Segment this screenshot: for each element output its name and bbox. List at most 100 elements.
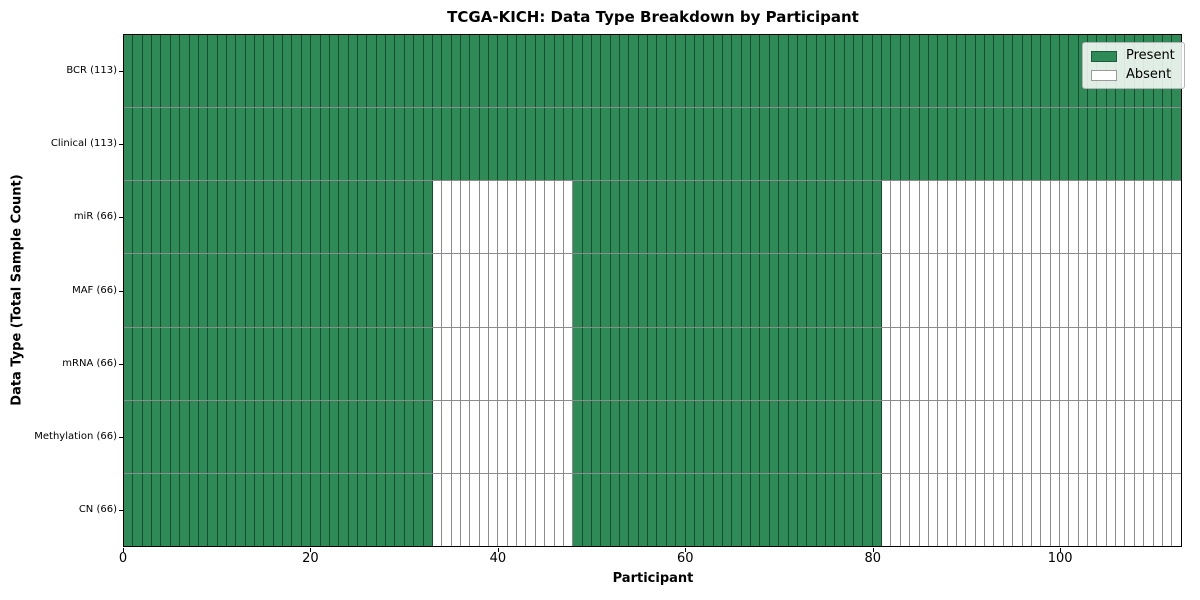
cell — [535, 254, 546, 327]
cell — [432, 35, 443, 108]
cell — [245, 108, 256, 181]
cell — [236, 400, 246, 473]
y-tick-mark — [119, 70, 123, 72]
x-tick-mark — [872, 548, 874, 552]
cell — [245, 35, 256, 108]
cell — [386, 181, 396, 254]
cell — [507, 473, 518, 546]
cell — [779, 108, 789, 181]
absent-swatch-icon — [1091, 69, 1117, 81]
cell — [1144, 473, 1154, 546]
cell — [985, 181, 995, 254]
cell — [694, 254, 705, 327]
cell — [423, 108, 433, 181]
cell — [1069, 108, 1079, 181]
cell — [273, 327, 284, 400]
cell — [825, 400, 836, 473]
cell — [161, 327, 171, 400]
cell — [301, 473, 312, 546]
cell — [1003, 473, 1014, 546]
cell — [882, 400, 892, 473]
cell — [891, 327, 901, 400]
cell — [198, 35, 209, 108]
cell — [956, 400, 967, 473]
cell — [910, 400, 920, 473]
cell — [180, 473, 190, 546]
cell — [357, 327, 368, 400]
cell — [545, 181, 555, 254]
cell — [825, 108, 836, 181]
cell — [1172, 254, 1181, 327]
cell — [152, 108, 162, 181]
cell — [816, 400, 826, 473]
cell — [460, 35, 471, 108]
cell — [975, 108, 986, 181]
cell — [1116, 327, 1126, 400]
cell — [479, 254, 490, 327]
cell — [1088, 327, 1098, 400]
cell — [1162, 400, 1173, 473]
cell — [1106, 108, 1117, 181]
cell — [124, 254, 134, 327]
cell — [751, 400, 761, 473]
cell — [985, 327, 995, 400]
cell — [769, 181, 780, 254]
cell — [975, 400, 986, 473]
cell — [573, 327, 583, 400]
cell — [451, 181, 461, 254]
heatmap-row-mRNA — [124, 327, 1181, 401]
cell — [226, 473, 237, 546]
cell — [863, 254, 873, 327]
cell — [1153, 327, 1163, 400]
cell — [189, 35, 199, 108]
cell — [1144, 108, 1154, 181]
cell — [226, 108, 237, 181]
cell — [620, 181, 630, 254]
cell — [1116, 181, 1126, 254]
cell — [1088, 473, 1098, 546]
cell — [348, 254, 358, 327]
cell — [339, 327, 349, 400]
cell — [657, 181, 667, 254]
x-tick-label-20: 20 — [302, 551, 319, 566]
cell — [208, 327, 218, 400]
cell — [1059, 473, 1070, 546]
cell — [900, 327, 911, 400]
cell — [404, 108, 415, 181]
cell — [657, 327, 667, 400]
cell — [535, 181, 546, 254]
cell — [217, 400, 227, 473]
cell — [255, 108, 265, 181]
cell — [863, 400, 873, 473]
cell — [854, 327, 864, 400]
cell — [395, 254, 405, 327]
cell — [919, 473, 929, 546]
cell — [938, 473, 948, 546]
cell — [1022, 35, 1032, 108]
cell — [732, 473, 742, 546]
cell — [676, 400, 686, 473]
cell — [161, 108, 171, 181]
cell — [198, 181, 209, 254]
cell — [423, 181, 433, 254]
cell — [535, 108, 546, 181]
cell — [1162, 473, 1173, 546]
cell — [236, 108, 246, 181]
cell — [685, 400, 695, 473]
cell — [732, 400, 742, 473]
cell — [591, 181, 602, 254]
cell — [1153, 473, 1163, 546]
cell — [1041, 254, 1051, 327]
cell — [994, 254, 1004, 327]
cell — [414, 473, 424, 546]
cell — [713, 35, 723, 108]
cell — [910, 181, 920, 254]
cell — [460, 108, 471, 181]
cell — [760, 181, 770, 254]
cell — [526, 181, 536, 254]
cell — [666, 254, 677, 327]
cell — [694, 473, 705, 546]
cell — [1069, 181, 1079, 254]
present-swatch-icon — [1091, 50, 1117, 62]
cell — [825, 473, 836, 546]
